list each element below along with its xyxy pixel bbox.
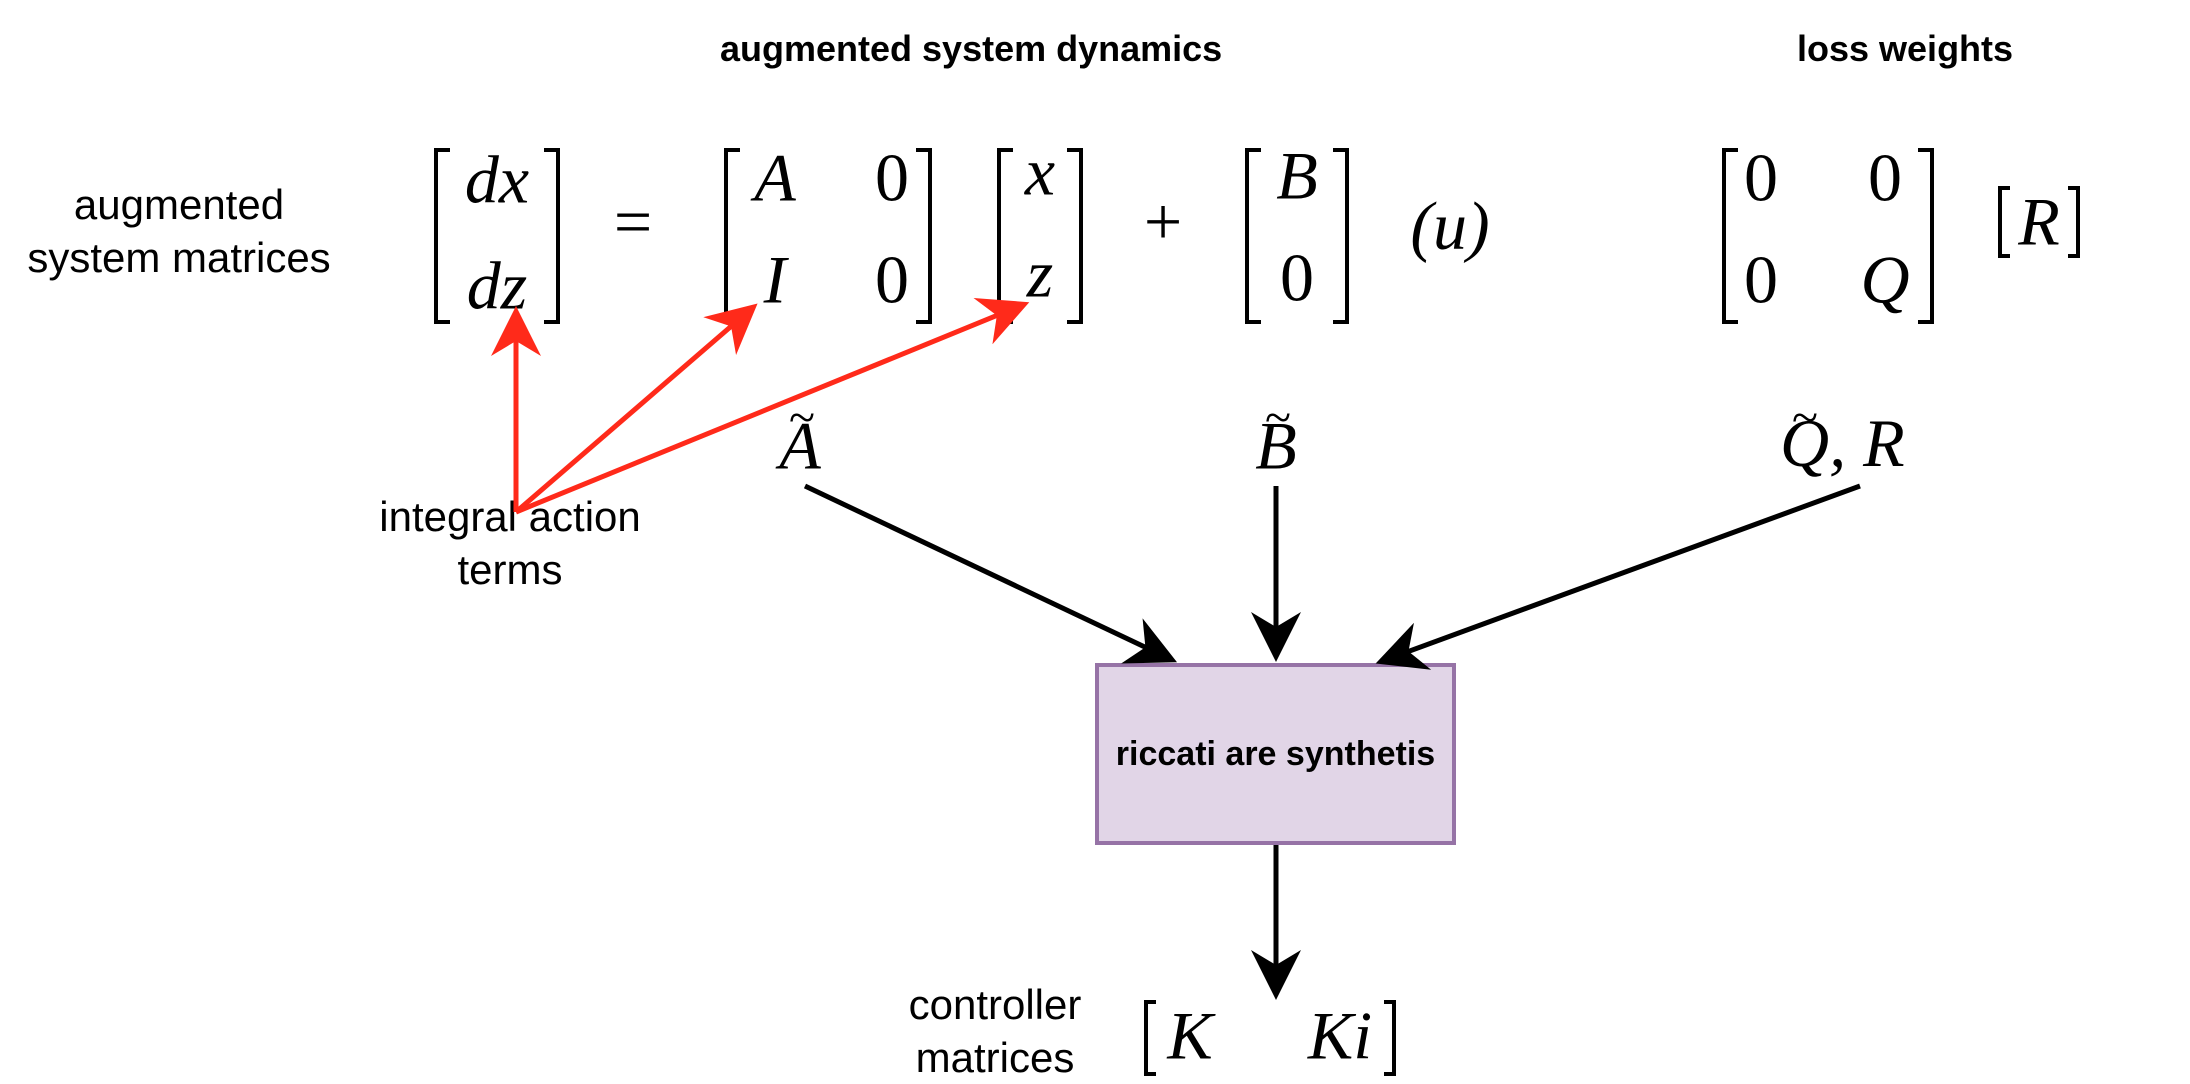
integral-action-label: integral action terms xyxy=(360,490,660,596)
loss-matrix xyxy=(1722,148,1934,324)
controller-matrix xyxy=(1144,1000,1396,1076)
r-matrix-entry: R xyxy=(2018,183,2060,260)
integral-arrow-z xyxy=(515,297,1030,515)
q-tilde-suffix: , R xyxy=(1829,405,1905,481)
a-matrix-21: I xyxy=(763,241,787,318)
a-tilde-symbol: A xyxy=(779,407,821,484)
loss-matrix-12: 0 xyxy=(1868,139,1902,216)
a-matrix-12: 0 xyxy=(875,139,909,216)
a-tilde-arrow xyxy=(803,483,1178,664)
lhs-top-entry: dx xyxy=(464,141,530,218)
b-vector xyxy=(1245,148,1349,324)
a-matrix-11: A xyxy=(754,139,796,216)
q-tilde-accent: ~ xyxy=(1792,391,1818,444)
b-top-entry: B xyxy=(1276,137,1318,214)
augmented-label-line1: augmented xyxy=(73,181,285,228)
plus-sign: + xyxy=(1143,183,1183,260)
controller-label-line2: matrices xyxy=(915,1034,1075,1081)
loss-matrix-22: Q xyxy=(1860,241,1910,318)
q-tilde-r-symbol: Q, R xyxy=(1780,404,1905,483)
loss-matrix-11: 0 xyxy=(1744,139,1778,216)
b-tilde-symbol: B xyxy=(1255,407,1297,484)
augmented-matrices-label: augmented system matrices xyxy=(14,178,344,284)
loss-weights-header: loss weights xyxy=(1797,28,2014,69)
controller-label-line1: controller xyxy=(908,981,1082,1028)
integral-arrow-i xyxy=(514,303,758,514)
controller-matrices-label: controller matrices xyxy=(880,978,1110,1084)
controller-ki-entry: Ki xyxy=(1307,997,1373,1074)
augmented-label-line2: system matrices xyxy=(27,234,331,281)
lhs-vector xyxy=(434,148,560,324)
state-top-entry: x xyxy=(1024,133,1056,210)
state-bottom-entry: z xyxy=(1026,235,1054,312)
b-bottom-entry: 0 xyxy=(1280,239,1314,316)
q-tilde-symbol: Q xyxy=(1780,405,1830,481)
riccati-box-label: riccati are synthetis xyxy=(1115,734,1436,773)
equals-sign: = xyxy=(613,183,653,260)
r-matrix xyxy=(1998,186,2080,258)
q-tilde-arrow xyxy=(1375,483,1861,670)
dynamics-header: augmented system dynamics xyxy=(720,28,1223,69)
integral-label-line1: integral action xyxy=(379,493,641,540)
input-term: (u) xyxy=(1410,187,1490,264)
b-tilde-accent: ~ xyxy=(1265,391,1291,444)
riccati-synthesis-box: riccati are synthetis xyxy=(1095,663,1456,845)
a-matrix-22: 0 xyxy=(875,241,909,318)
loss-matrix-21: 0 xyxy=(1744,241,1778,318)
integral-label-line2: terms xyxy=(457,546,563,593)
controller-k-entry: K xyxy=(1167,997,1213,1074)
